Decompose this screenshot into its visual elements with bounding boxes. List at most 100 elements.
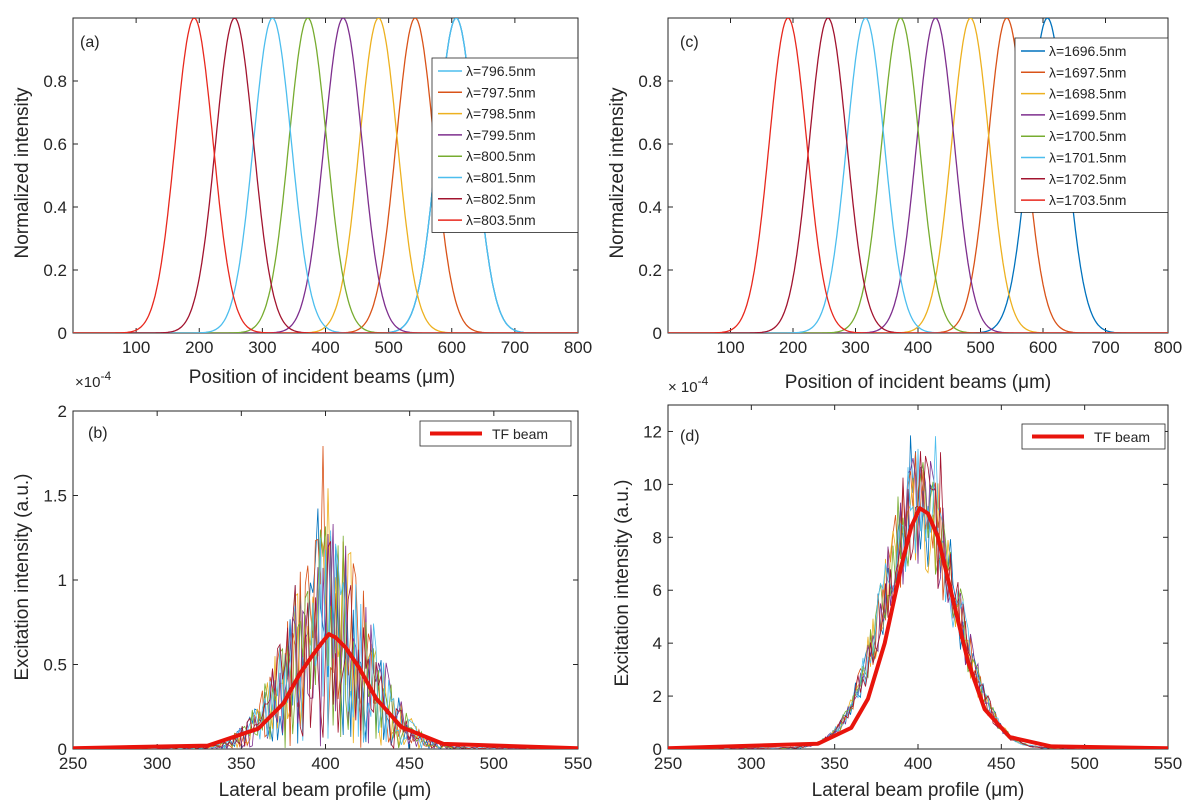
panel-c-xlabel: Position of incident beams (μm) bbox=[785, 372, 1052, 393]
panel-c-chart: (c) Position of incident beams (μm) Norm… bbox=[607, 17, 1182, 393]
panel-d-ylabel: Excitation intensity (a.u.) bbox=[612, 480, 633, 687]
panel-a-xtick-label: 600 bbox=[438, 338, 466, 357]
panel-c-series-line bbox=[668, 18, 1168, 333]
panel-c-ytick-label: 0 bbox=[653, 324, 662, 343]
panel-d-xtick-label: 450 bbox=[987, 754, 1015, 773]
panel-b-xtick-label: 550 bbox=[564, 754, 592, 773]
panel-a-ylabel: Normalized intensity bbox=[12, 87, 33, 259]
panel-d-ytick-label: 2 bbox=[653, 687, 662, 706]
panel-d-ytick-label: 6 bbox=[653, 581, 662, 600]
panel-b-xtick-label: 300 bbox=[143, 754, 171, 773]
panel-a-ytick-label: 0.4 bbox=[43, 198, 67, 217]
panel-c-legend-label: λ=1703.5nm bbox=[1049, 192, 1126, 208]
panel-b-ytick-label: 0 bbox=[58, 740, 67, 759]
panel-d-ytick-label: 10 bbox=[643, 475, 662, 494]
panel-a-legend-label: λ=800.5nm bbox=[466, 148, 536, 164]
panel-d-ytick-label: 0 bbox=[653, 740, 662, 759]
panel-d-xtick-label: 300 bbox=[737, 754, 765, 773]
panel-d-xtick-label: 400 bbox=[904, 754, 932, 773]
panel-c-series-line bbox=[668, 18, 1168, 333]
panel-d-xtick-label: 250 bbox=[654, 754, 682, 773]
panel-a-series-line bbox=[73, 18, 578, 333]
panel-b-xtick-label: 350 bbox=[227, 754, 255, 773]
panel-b-xtick-label: 450 bbox=[395, 754, 423, 773]
panel-c-legend bbox=[1014, 37, 1169, 213]
panel-c-ylabel: Normalized intensity bbox=[607, 87, 628, 259]
panel-d-wavelength-trace bbox=[668, 435, 1168, 749]
panel-a-ytick-label: 0.8 bbox=[43, 72, 67, 91]
panel-b-ytick-label: 1 bbox=[58, 571, 67, 590]
panel-a-legend-label: λ=803.5nm bbox=[466, 212, 536, 228]
panel-d-multiplier: × 10-4 bbox=[668, 374, 709, 396]
panel-a-legend-label: λ=797.5nm bbox=[466, 84, 536, 100]
panel-b-tf-beam-line bbox=[73, 632, 578, 749]
panel-a-xtick-label: 400 bbox=[311, 338, 339, 357]
panel-d-ytick-label: 8 bbox=[653, 528, 662, 547]
panel-a-series-line bbox=[73, 18, 578, 333]
panel-c-legend-label: λ=1697.5nm bbox=[1049, 64, 1126, 80]
panel-c-legend-label: λ=1698.5nm bbox=[1049, 86, 1126, 102]
panel-c-xtick-label: 400 bbox=[904, 338, 932, 357]
panel-d-xtick-label: 500 bbox=[1070, 754, 1098, 773]
panel-b-xlabel: Lateral beam profile (μm) bbox=[219, 780, 432, 801]
panel-c-legend-label: λ=1699.5nm bbox=[1049, 107, 1126, 123]
panel-b-multiplier: ×10-4 bbox=[75, 369, 111, 391]
panel-a-legend-label: λ=798.5nm bbox=[466, 106, 536, 122]
panel-b-xtick-label: 500 bbox=[480, 754, 508, 773]
panel-c-xtick-label: 500 bbox=[966, 338, 994, 357]
panel-b-multiplier-base: ×10 bbox=[75, 374, 100, 391]
panel-a-chart: (a) Position of incident beams (μm) Norm… bbox=[12, 17, 592, 388]
panel-a-xtick-label: 100 bbox=[122, 338, 150, 357]
panel-a-plot-area bbox=[73, 18, 578, 333]
panel-a-series-line bbox=[73, 18, 578, 333]
panel-b-ytick-label: 1.5 bbox=[43, 487, 67, 506]
panel-d-wavelength-trace bbox=[668, 436, 1168, 749]
panel-b-chart: (b) Lateral beam profile (μm) Excitation… bbox=[12, 369, 592, 801]
panel-a-xtick-label: 300 bbox=[248, 338, 276, 357]
panel-b-xtick-label: 250 bbox=[59, 754, 87, 773]
panel-c-xtick-label: 800 bbox=[1154, 338, 1182, 357]
panel-a-xtick-label: 200 bbox=[185, 338, 213, 357]
panel-c-ytick-label: 0.2 bbox=[638, 261, 662, 280]
panel-c-xtick-label: 600 bbox=[1029, 338, 1057, 357]
panel-d-ytick-label: 12 bbox=[643, 422, 662, 441]
panel-d-multiplier-base: × 10 bbox=[668, 379, 698, 396]
panel-c-xtick-label: 300 bbox=[841, 338, 869, 357]
panel-a-ytick-label: 0.6 bbox=[43, 135, 67, 154]
panel-a-tag: (a) bbox=[80, 34, 100, 51]
panel-d-plot-area bbox=[668, 435, 1168, 749]
panel-a-legend bbox=[431, 57, 579, 233]
panel-c-legend-label: λ=1700.5nm bbox=[1049, 128, 1126, 144]
panel-d-ytick-label: 4 bbox=[653, 634, 662, 653]
panel-a-xtick-label: 500 bbox=[374, 338, 402, 357]
panel-a-ytick-label: 0.2 bbox=[43, 261, 67, 280]
panel-b-ytick-label: 0.5 bbox=[43, 656, 67, 675]
panel-a-series-line bbox=[73, 18, 578, 333]
panel-a-xlabel: Position of incident beams (μm) bbox=[189, 367, 456, 388]
panel-b-legend-label: TF beam bbox=[492, 426, 548, 442]
panel-a-xtick-label: 800 bbox=[564, 338, 592, 357]
panel-b-ylabel: Excitation intensity (a.u.) bbox=[12, 474, 33, 681]
panel-c-series-line bbox=[668, 18, 1168, 333]
panel-a-legend-label: λ=796.5nm bbox=[466, 63, 536, 79]
panel-a-legend-label: λ=802.5nm bbox=[466, 191, 536, 207]
panel-c-ytick-label: 0.6 bbox=[638, 135, 662, 154]
panel-a-legend-label: λ=799.5nm bbox=[466, 127, 536, 143]
panel-c-series-line bbox=[668, 18, 1168, 333]
panel-d-chart: (d) Lateral beam profile (μm) Excitation… bbox=[612, 374, 1182, 801]
panel-c-legend-label: λ=1696.5nm bbox=[1049, 43, 1126, 59]
panel-d-xlabel: Lateral beam profile (μm) bbox=[812, 780, 1025, 801]
panel-c-xtick-label: 100 bbox=[716, 338, 744, 357]
panel-d-tag: (d) bbox=[680, 428, 700, 445]
panel-c-tag: (c) bbox=[680, 34, 699, 51]
panel-d-tf-beam-line bbox=[668, 506, 1168, 749]
panel-b-tag: (b) bbox=[88, 425, 108, 442]
panel-a-series-line bbox=[73, 18, 578, 333]
panel-c-series-line bbox=[668, 18, 1168, 333]
panel-a-legend-label: λ=801.5nm bbox=[466, 170, 536, 186]
panel-c-plot-area bbox=[668, 18, 1168, 333]
panel-a-xtick-label: 700 bbox=[501, 338, 529, 357]
panel-d-multiplier-exp: -4 bbox=[698, 374, 709, 388]
panel-d-xtick-label: 550 bbox=[1154, 754, 1182, 773]
